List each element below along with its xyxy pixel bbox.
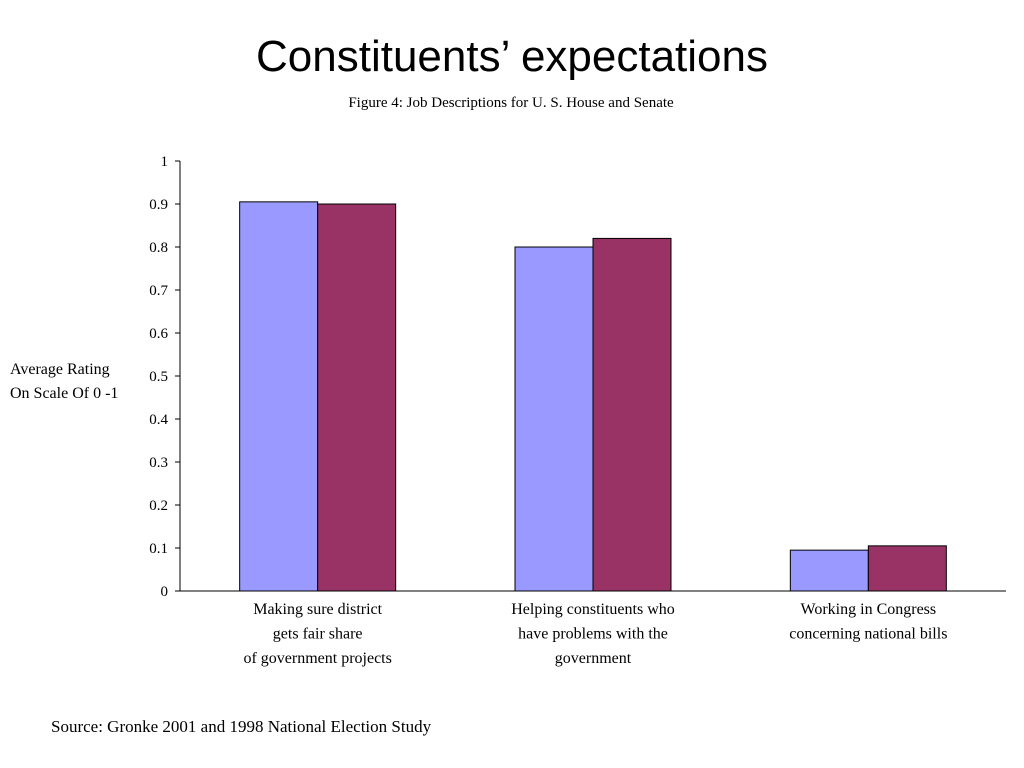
y-tick-label: 1 bbox=[161, 154, 169, 170]
y-tick-label: 0.7 bbox=[149, 283, 168, 299]
bar-series-1-3 bbox=[789, 549, 869, 592]
y-tick-label: 0.5 bbox=[149, 369, 168, 385]
x-category-label: concerning national bills bbox=[789, 626, 947, 643]
y-tick-label: 0.9 bbox=[149, 197, 168, 213]
x-category-label: Making sure district bbox=[253, 601, 382, 618]
x-category-label: government bbox=[555, 650, 632, 667]
bar-series-2-3 bbox=[867, 545, 947, 592]
y-tick-label: 0.8 bbox=[149, 240, 168, 256]
x-category-label: Helping constituents who bbox=[511, 601, 675, 618]
y-axis-label-line-2: On Scale Of 0 -1 bbox=[10, 385, 119, 402]
y-tick-label: 0.3 bbox=[149, 455, 168, 471]
x-category-label: gets fair share bbox=[273, 626, 363, 643]
bar-series-1-2 bbox=[514, 246, 594, 592]
slide-title: Constituents’ expectations bbox=[256, 32, 768, 81]
source-note: Source: Gronke 2001 and 1998 National El… bbox=[51, 717, 432, 736]
y-tick-label: 0 bbox=[161, 584, 169, 600]
bar-series-1-1 bbox=[239, 201, 319, 592]
y-tick-label: 0.1 bbox=[149, 541, 168, 557]
bar-series-2-1 bbox=[317, 203, 397, 592]
y-tick-label: 0.6 bbox=[149, 326, 168, 342]
y-tick-label: 0.2 bbox=[149, 498, 168, 514]
x-category-label: of government projects bbox=[243, 650, 391, 667]
y-tick-label: 0.4 bbox=[149, 412, 168, 428]
bar-series-2-2 bbox=[592, 237, 672, 592]
chart-title: Figure 4: Job Descriptions for U. S. Hou… bbox=[348, 95, 674, 111]
y-axis-label-line-1: Average Rating bbox=[10, 361, 110, 378]
x-category-label: Working in Congress bbox=[801, 601, 937, 618]
x-category-label: have problems with the bbox=[518, 626, 668, 643]
